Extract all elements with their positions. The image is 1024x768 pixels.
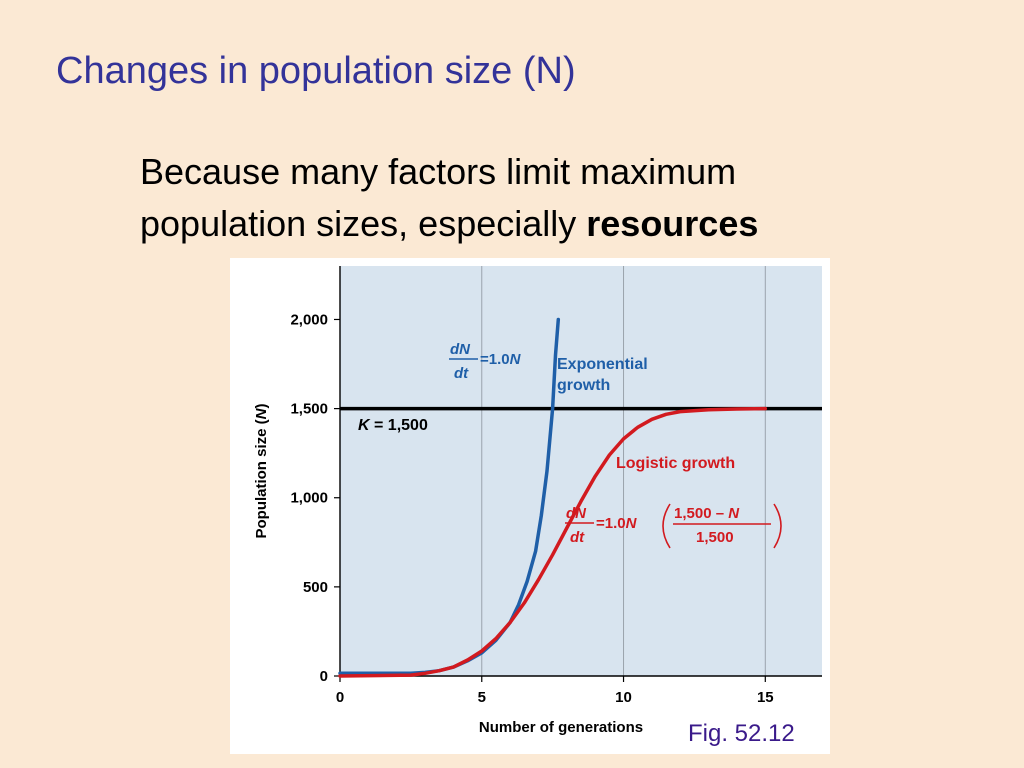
plot-background [340,266,822,676]
grid-layer [481,266,766,676]
x-tick-label: 0 [336,689,344,706]
exponential-equation: dN dt =1.0N [449,341,522,382]
series-layer [338,317,822,678]
exp-eq-num-d: d [450,341,460,358]
body-line-2-bold: resources [586,203,759,244]
svg-text:1,500 – N: 1,500 – N [674,505,740,522]
y-tick-label: 1,000 [290,490,328,507]
y-axis-label: Population size (N) [253,403,270,538]
log-eq-rhs-var: N [626,515,638,532]
slide-title: Changes in population size (N) [56,50,576,92]
logistic-label: Logistic growth [616,455,735,472]
y-axis-label-suffix: ) [253,403,270,408]
log-eq-frac-den: 1,500 [696,529,734,546]
svg-text:=1.0N: =1.0N [596,515,638,532]
y-tick-label: 2,000 [290,311,328,328]
exp-eq-rhs-prefix: =1.0 [480,351,510,368]
exponential-label-line1: Exponential [557,356,648,373]
logistic-growth-line [338,406,768,678]
x-tick-label: 15 [757,689,774,706]
logistic-equation: dN dt =1.0N 1,500 – N 1,500 [565,503,782,549]
y-tick-label: 500 [303,579,328,596]
log-eq-num-var: N [575,505,587,522]
figure-caption: Fig. 52.12 [688,720,795,747]
body-line-1: Because many factors limit maximum [140,151,737,192]
svg-text:=1.0N: =1.0N [480,351,522,368]
exp-eq-num-var: N [459,341,471,358]
log-eq-right-paren [773,503,782,549]
exp-eq-rhs-var: N [510,351,522,368]
log-eq-frac-num: 1,500 – [674,505,728,522]
x-tick-label: 5 [478,689,486,706]
x-axis-label: Number of generations [479,719,643,736]
y-axis-label-var: N [253,407,270,419]
exponential-label-line2: growth [557,377,610,394]
ticks-layer: 0 500 1,000 1,500 2,000 0 5 10 15 [290,311,773,706]
k-label-var: K [358,417,371,434]
k-label-rest: = 1,500 [370,417,428,434]
exp-eq-den: dt [454,365,469,382]
x-tick-label: 10 [615,689,632,706]
log-eq-rhs-prefix: =1.0 [596,515,626,532]
log-eq-frac-num-var: N [728,505,740,522]
y-axis-label-prefix: Population size ( [253,419,270,538]
svg-text:dN: dN [450,341,471,358]
y-tick-label: 1,500 [290,401,328,418]
body-line-2: population sizes, especially resources [140,198,758,250]
svg-text:dN: dN [566,505,587,522]
k-label: K = 1,500 [358,417,428,434]
body-line-2-text: population sizes, especially [140,203,587,244]
axes-layer [339,266,822,677]
log-eq-den: dt [570,529,585,546]
figure-frame: 0 500 1,000 1,500 2,000 0 5 10 15 K = 1,500 dN d… [230,258,830,754]
log-eq-num-d: d [566,505,576,522]
log-eq-left-paren [662,503,671,549]
body-text: Because many factors limit maximum popul… [140,146,758,250]
y-tick-label: 0 [320,668,328,685]
